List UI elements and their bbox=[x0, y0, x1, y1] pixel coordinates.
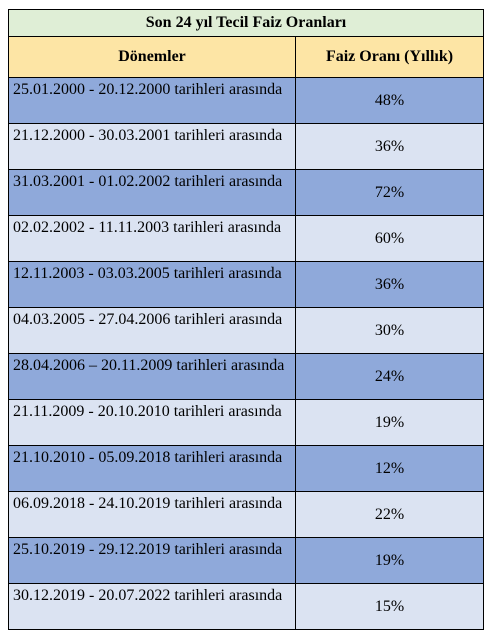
rate-cell: 19% bbox=[294, 537, 485, 584]
table-header-row: Dönemler Faiz Oranı (Yıllık) bbox=[8, 36, 485, 78]
rate-cell: 19% bbox=[294, 399, 485, 446]
table-row: 31.03.2001 - 01.02.2002 tarihleri arasın… bbox=[8, 169, 485, 216]
table-row: 21.11.2009 - 20.10.2010 tarihleri arasın… bbox=[8, 399, 485, 446]
table-title: Son 24 yıl Tecil Faiz Oranları bbox=[7, 9, 485, 37]
rate-cell: 36% bbox=[294, 261, 485, 308]
table-body: 25.01.2000 - 20.12.2000 tarihleri arasın… bbox=[8, 77, 485, 630]
table-row: 04.03.2005 - 27.04.2006 tarihleri arasın… bbox=[8, 307, 485, 354]
interest-rates-table: Son 24 yıl Tecil Faiz Oranları Dönemler … bbox=[7, 9, 485, 630]
period-cell: 25.01.2000 - 20.12.2000 tarihleri arasın… bbox=[8, 77, 296, 124]
period-cell: 21.12.2000 - 30.03.2001 tarihleri arasın… bbox=[8, 123, 296, 170]
rate-cell: 15% bbox=[294, 583, 485, 630]
table-row: 06.09.2018 - 24.10.2019 tarihleri arasın… bbox=[8, 491, 485, 538]
table-row: 25.01.2000 - 20.12.2000 tarihleri arasın… bbox=[8, 77, 485, 124]
period-cell: 12.11.2003 - 03.03.2005 tarihleri arasın… bbox=[8, 261, 296, 308]
rate-cell: 72% bbox=[294, 169, 485, 216]
rate-cell: 12% bbox=[294, 445, 485, 492]
period-cell: 30.12.2019 - 20.07.2022 tarihleri arasın… bbox=[8, 583, 296, 630]
period-cell: 31.03.2001 - 01.02.2002 tarihleri arasın… bbox=[8, 169, 296, 216]
header-rate: Faiz Oranı (Yıllık) bbox=[294, 36, 485, 78]
table-row: 12.11.2003 - 03.03.2005 tarihleri arasın… bbox=[8, 261, 485, 308]
rate-cell: 30% bbox=[294, 307, 485, 354]
table-row: 21.10.2010 - 05.09.2018 tarihleri arasın… bbox=[8, 445, 485, 492]
rate-cell: 22% bbox=[294, 491, 485, 538]
period-cell: 28.04.2006 – 20.11.2009 tarihleri arasın… bbox=[8, 353, 296, 400]
rate-cell: 36% bbox=[294, 123, 485, 170]
table-title-row: Son 24 yıl Tecil Faiz Oranları bbox=[7, 9, 485, 37]
table-row: 02.02.2002 - 11.11.2003 tarihleri arasın… bbox=[8, 215, 485, 262]
table-row: 21.12.2000 - 30.03.2001 tarihleri arasın… bbox=[8, 123, 485, 170]
period-cell: 04.03.2005 - 27.04.2006 tarihleri arasın… bbox=[8, 307, 296, 354]
table-row: 28.04.2006 – 20.11.2009 tarihleri arasın… bbox=[8, 353, 485, 400]
period-cell: 06.09.2018 - 24.10.2019 tarihleri arasın… bbox=[8, 491, 296, 538]
rate-cell: 24% bbox=[294, 353, 485, 400]
period-cell: 25.10.2019 - 29.12.2019 tarihleri arasın… bbox=[8, 537, 296, 584]
period-cell: 21.11.2009 - 20.10.2010 tarihleri arasın… bbox=[8, 399, 296, 446]
period-cell: 02.02.2002 - 11.11.2003 tarihleri arasın… bbox=[8, 215, 296, 262]
period-cell: 21.10.2010 - 05.09.2018 tarihleri arasın… bbox=[8, 445, 296, 492]
rates-table-frame: Son 24 yıl Tecil Faiz Oranları Dönemler … bbox=[7, 9, 485, 630]
table-row: 30.12.2019 - 20.07.2022 tarihleri arasın… bbox=[8, 583, 485, 630]
rate-cell: 60% bbox=[294, 215, 485, 262]
header-periods: Dönemler bbox=[8, 36, 296, 78]
table-row: 25.10.2019 - 29.12.2019 tarihleri arasın… bbox=[8, 537, 485, 584]
rate-cell: 48% bbox=[294, 77, 485, 124]
